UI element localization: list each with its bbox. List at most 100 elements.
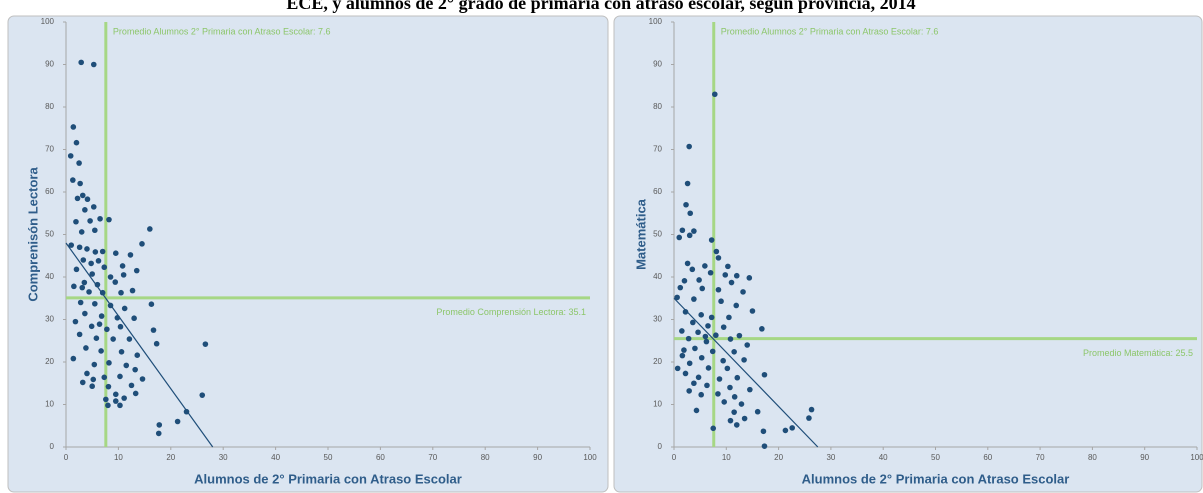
data-point xyxy=(684,180,691,187)
data-point xyxy=(734,374,741,381)
data-point xyxy=(683,201,689,208)
x-tick-label: 20 xyxy=(166,453,175,462)
trend-line xyxy=(65,242,214,448)
data-point xyxy=(112,391,119,398)
data-point xyxy=(681,347,687,353)
data-point xyxy=(90,204,97,210)
data-point xyxy=(695,329,701,336)
data-point xyxy=(722,272,729,278)
data-point xyxy=(738,401,745,407)
data-point xyxy=(689,266,696,273)
data-point xyxy=(98,348,104,354)
data-point xyxy=(699,285,706,292)
x-tick-label: 90 xyxy=(1140,453,1149,462)
data-point xyxy=(123,362,130,369)
data-point xyxy=(132,390,139,397)
y-tick-label: 10 xyxy=(45,400,54,409)
data-point xyxy=(727,336,734,342)
y-axis-title: Matemática xyxy=(633,198,648,270)
data-point xyxy=(94,281,101,288)
y-tick-label: 50 xyxy=(653,230,662,239)
panel-background xyxy=(613,15,1203,493)
data-point xyxy=(90,376,97,383)
data-point xyxy=(692,345,698,352)
data-point xyxy=(120,272,127,278)
data-point xyxy=(156,422,163,428)
data-point xyxy=(674,365,681,372)
data-point xyxy=(70,124,77,130)
data-point xyxy=(91,361,98,368)
data-point xyxy=(73,266,80,273)
data-point xyxy=(733,272,740,279)
data-point xyxy=(721,399,728,405)
data-point xyxy=(133,267,140,274)
data-point xyxy=(67,153,74,159)
data-point xyxy=(70,355,77,362)
data-point xyxy=(104,326,110,333)
x-tick-label: 70 xyxy=(1036,453,1045,462)
x-tick-label: 0 xyxy=(64,453,69,462)
data-point xyxy=(131,315,137,322)
y-tick-label: 0 xyxy=(50,442,55,451)
data-point xyxy=(747,386,753,393)
x-tick-label: 80 xyxy=(481,453,490,462)
data-point xyxy=(155,430,162,437)
x-axis-title: Alumnos de 2° Primaria con Atraso Escola… xyxy=(194,471,462,486)
data-point xyxy=(103,396,109,403)
x-tick-label: 10 xyxy=(722,453,731,462)
data-point xyxy=(126,336,133,342)
data-point xyxy=(731,394,738,400)
y-tick-label: 50 xyxy=(45,230,54,239)
average-vertical-label: Promedio Alumnos 2° Primaria con Atraso … xyxy=(113,26,331,36)
data-point xyxy=(806,415,812,421)
data-point xyxy=(782,427,789,434)
data-point xyxy=(76,331,83,338)
data-point xyxy=(741,357,747,363)
data-point xyxy=(698,391,704,398)
average-horizontal-label: Promedio Matemática: 25.5 xyxy=(1083,348,1193,358)
y-tick-label: 60 xyxy=(45,187,54,196)
data-point xyxy=(731,409,737,415)
data-point xyxy=(718,298,724,305)
data-point xyxy=(728,279,735,286)
data-point xyxy=(720,357,726,364)
y-tick-label: 20 xyxy=(45,357,54,366)
data-point xyxy=(93,335,100,342)
data-point xyxy=(681,278,688,284)
data-point xyxy=(92,300,98,307)
x-tick-label: 70 xyxy=(428,453,437,462)
data-point xyxy=(127,252,134,258)
data-point xyxy=(117,373,123,380)
data-point xyxy=(92,249,99,255)
y-tick-label: 100 xyxy=(41,17,55,26)
x-tick-label: 10 xyxy=(114,453,123,462)
data-point xyxy=(139,241,145,247)
data-point xyxy=(674,294,680,301)
data-point xyxy=(702,263,708,269)
data-point xyxy=(759,326,765,332)
data-point xyxy=(70,177,76,183)
data-point xyxy=(105,402,111,409)
data-point xyxy=(95,258,102,264)
data-point xyxy=(128,382,135,389)
data-point xyxy=(682,309,689,315)
data-point xyxy=(715,286,722,293)
data-point xyxy=(139,376,146,382)
data-point xyxy=(97,215,103,222)
page-title: ECE, y alumnos de 2° grado de primaria c… xyxy=(286,0,915,13)
data-point xyxy=(88,260,94,267)
data-point xyxy=(704,382,710,389)
data-point xyxy=(78,59,84,66)
data-point xyxy=(80,257,87,263)
data-point xyxy=(720,324,727,330)
data-point xyxy=(106,216,112,223)
data-point xyxy=(76,160,82,166)
data-point xyxy=(117,323,124,330)
data-point xyxy=(693,407,700,414)
data-point xyxy=(121,305,128,312)
y-tick-label: 20 xyxy=(653,357,662,366)
y-tick-label: 90 xyxy=(45,60,54,69)
data-point xyxy=(736,332,743,339)
data-point xyxy=(76,244,83,251)
data-point xyxy=(713,332,719,339)
